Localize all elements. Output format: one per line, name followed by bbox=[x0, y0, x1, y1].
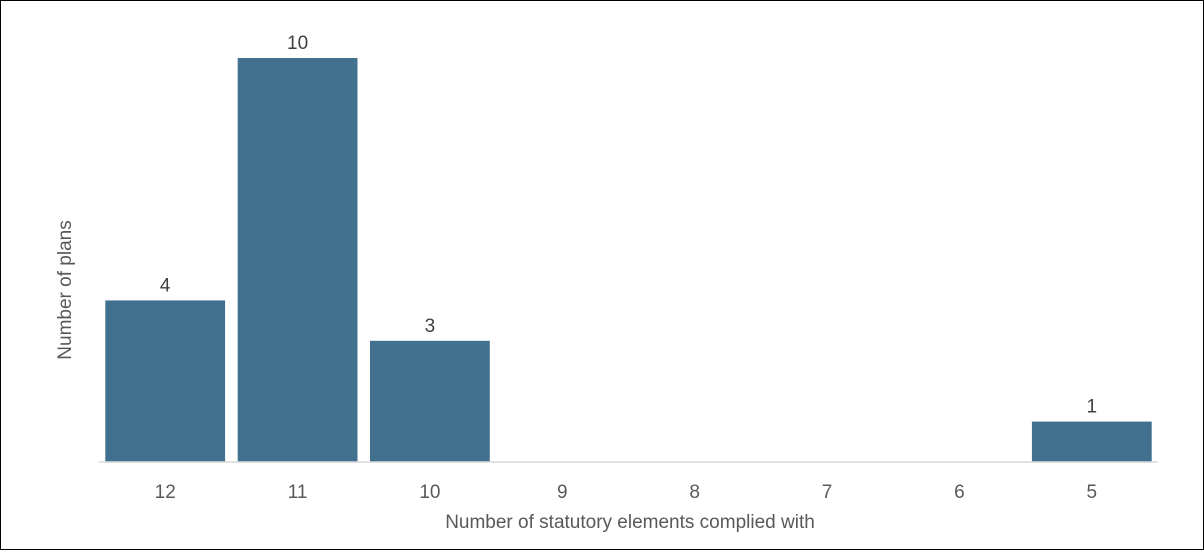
bar-12 bbox=[105, 300, 226, 462]
bar-series bbox=[105, 58, 1152, 462]
x-tick-label-6: 6 bbox=[954, 482, 965, 503]
data-labels: 4 10 3 1 bbox=[160, 33, 1097, 418]
data-label-11: 10 bbox=[287, 33, 308, 54]
bar-10 bbox=[370, 340, 490, 462]
x-tick-label-5: 5 bbox=[1087, 482, 1098, 503]
x-tick-label-7: 7 bbox=[822, 482, 833, 503]
x-axis-title: Number of statutory elements complied wi… bbox=[445, 512, 815, 533]
data-label-5: 1 bbox=[1087, 397, 1098, 418]
data-label-10: 3 bbox=[425, 316, 436, 337]
x-tick-label-10: 10 bbox=[419, 482, 440, 503]
y-axis-title: Number of plans bbox=[55, 220, 76, 359]
x-tick-labels: 12 11 10 9 8 7 6 5 bbox=[155, 482, 1097, 503]
data-label-12: 4 bbox=[160, 275, 171, 296]
x-tick-label-11: 11 bbox=[288, 482, 308, 503]
x-tick-label-12: 12 bbox=[155, 482, 176, 503]
x-tick-label-9: 9 bbox=[557, 482, 568, 503]
bar-5 bbox=[1031, 421, 1152, 462]
bar-11 bbox=[237, 58, 358, 462]
x-tick-label-8: 8 bbox=[689, 482, 700, 503]
